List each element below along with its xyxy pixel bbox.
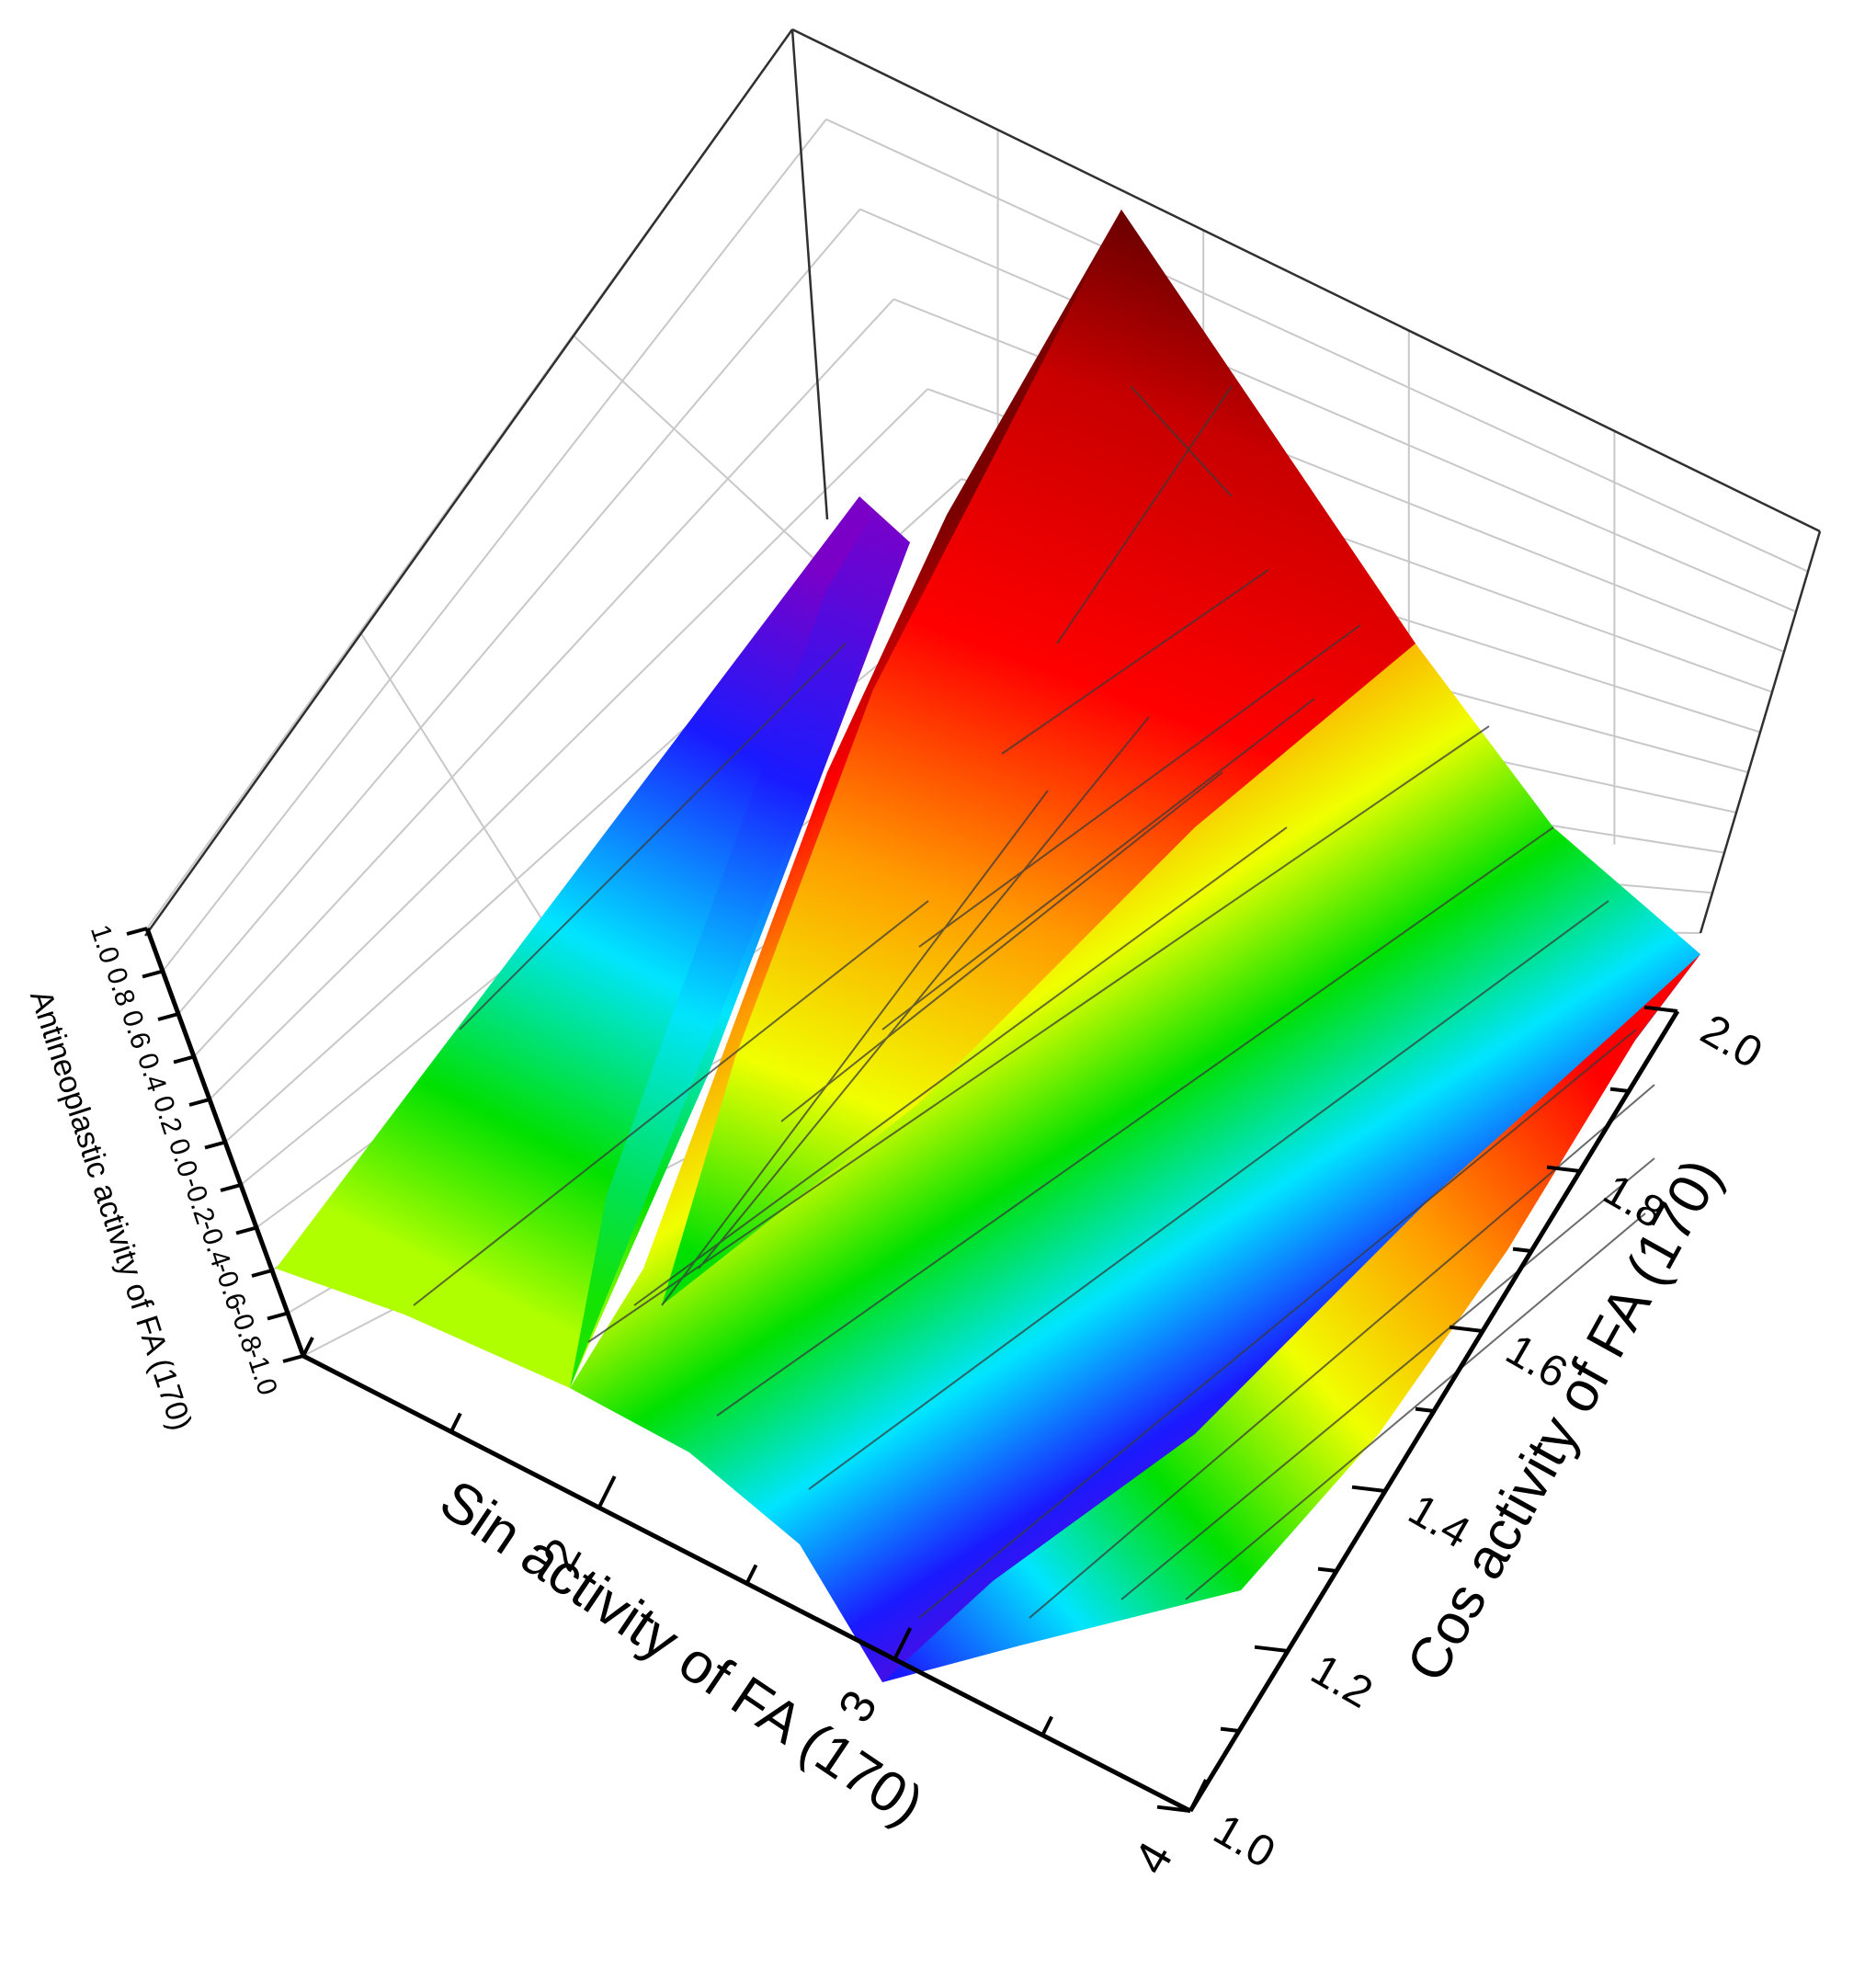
surface-near-strip	[882, 954, 1700, 1682]
y-tick-mark	[1512, 1247, 1532, 1253]
z-tick-label: 0.4	[131, 1050, 172, 1096]
y-tick-label: 1.2	[1303, 1645, 1381, 1718]
back-walls	[145, 29, 1820, 1383]
y-tick-mark	[1254, 1645, 1289, 1653]
back-wall-left	[145, 29, 1131, 1383]
y-tick-label: 2.0	[1693, 1006, 1770, 1078]
y-tick-mark	[1546, 1165, 1581, 1173]
contour-line	[881, 698, 1315, 1030]
y-tick-label: 1.0	[1206, 1805, 1283, 1878]
x-tick-mark	[1188, 1779, 1208, 1812]
y-tick-mark	[1449, 1325, 1484, 1333]
gridline	[162, 119, 827, 973]
z-tick-label: 0.8	[100, 964, 141, 1010]
y-tick-mark	[1643, 1005, 1678, 1013]
surface-left-face	[276, 496, 910, 1388]
contour-line	[716, 826, 1554, 1417]
surface	[276, 210, 1700, 1682]
contour-line	[918, 624, 1361, 948]
z-tick-mark	[220, 1183, 242, 1192]
y-tick-mark	[1317, 1566, 1337, 1573]
contour-line	[1001, 569, 1269, 755]
z-tick-mark	[173, 1054, 195, 1065]
gridline	[177, 208, 861, 1015]
z-tick-label: 1.0	[85, 921, 125, 967]
contour-line	[1185, 1213, 1646, 1600]
back-wall-right	[792, 29, 1820, 933]
contour-lines	[413, 385, 1655, 1619]
z-tick-mark	[126, 927, 148, 936]
x-tick-mark	[893, 1627, 913, 1660]
surface-ridge-face	[570, 515, 910, 1388]
wall-frame	[143, 28, 1822, 937]
gridline	[859, 208, 1797, 613]
x-tick-mark	[301, 1337, 314, 1357]
z-tick-mark	[235, 1225, 257, 1235]
z-tick-mark	[267, 1311, 289, 1321]
y-tick-mark	[1415, 1406, 1435, 1413]
contour-line	[1130, 385, 1233, 497]
y-tick-mark	[1156, 1805, 1191, 1813]
gridline	[358, 631, 577, 974]
x-tick-mark	[597, 1475, 617, 1509]
z-tick-label: 0.0	[163, 1135, 203, 1181]
gridline	[825, 118, 1809, 573]
contour-line	[633, 826, 1288, 1306]
z-tick-mark	[204, 1140, 226, 1150]
z-tick-label: -0.2	[176, 1173, 220, 1227]
contour-line	[918, 1029, 1637, 1619]
z-tick-mark	[188, 1098, 210, 1107]
contour-line	[413, 900, 929, 1306]
z-tick-mark	[142, 969, 164, 979]
y-tick-mark	[1609, 1087, 1630, 1093]
x-tick-mark	[449, 1412, 462, 1433]
z-tick-label: 0.2	[147, 1092, 188, 1138]
y-tick-mark	[1220, 1726, 1240, 1733]
z-tick-label: 0.6	[116, 1007, 156, 1053]
contour-line	[808, 900, 1609, 1490]
contour-line	[1120, 1157, 1655, 1600]
contour-line	[1029, 1084, 1655, 1619]
z-tick-mark	[282, 1354, 304, 1363]
z-tick-mark	[157, 1012, 179, 1021]
gridline	[193, 298, 895, 1058]
contour-line	[698, 716, 1150, 1269]
z-tick-mark	[251, 1269, 273, 1278]
z-axis-title: Antineoplastic activity of FA (170)	[23, 986, 199, 1435]
x-tick-mark	[745, 1564, 758, 1585]
gridline	[209, 388, 928, 1100]
y-tick-mark	[1351, 1485, 1386, 1493]
contour-line	[661, 790, 1049, 1306]
contour-line	[459, 643, 847, 1030]
x-tick-mark	[1040, 1715, 1053, 1736]
contour-line	[780, 771, 1223, 1122]
contour-line	[587, 725, 1490, 1343]
contour-line	[1056, 385, 1233, 644]
surface-red-wedge	[662, 210, 1416, 1305]
gridline	[572, 334, 850, 593]
x-tick-label: 4	[1124, 1833, 1184, 1883]
